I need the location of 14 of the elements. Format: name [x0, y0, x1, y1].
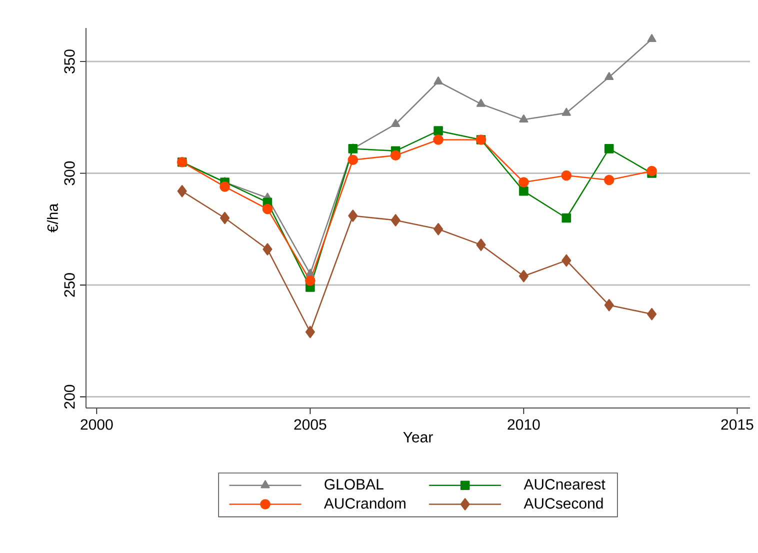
- y-tick-label: 250: [64, 273, 75, 297]
- y-tick-label: 350: [64, 50, 75, 74]
- y-axis-title: €/ha: [46, 203, 58, 232]
- x-tick-label: 2015: [721, 419, 754, 430]
- legend-label: AUCsecond: [524, 498, 603, 509]
- x-tick-label: 2000: [80, 419, 113, 430]
- x-tick-label: 2005: [294, 419, 326, 430]
- legend-label: AUCrandom: [324, 498, 406, 509]
- y-tick-label: 300: [64, 161, 75, 186]
- legend-label: AUCnearest: [524, 478, 606, 490]
- legend-label: GLOBAL: [324, 478, 384, 490]
- x-tick-label: 2010: [508, 419, 540, 430]
- y-tick-label: 200: [64, 384, 75, 409]
- x-axis-title: Year: [403, 432, 433, 442]
